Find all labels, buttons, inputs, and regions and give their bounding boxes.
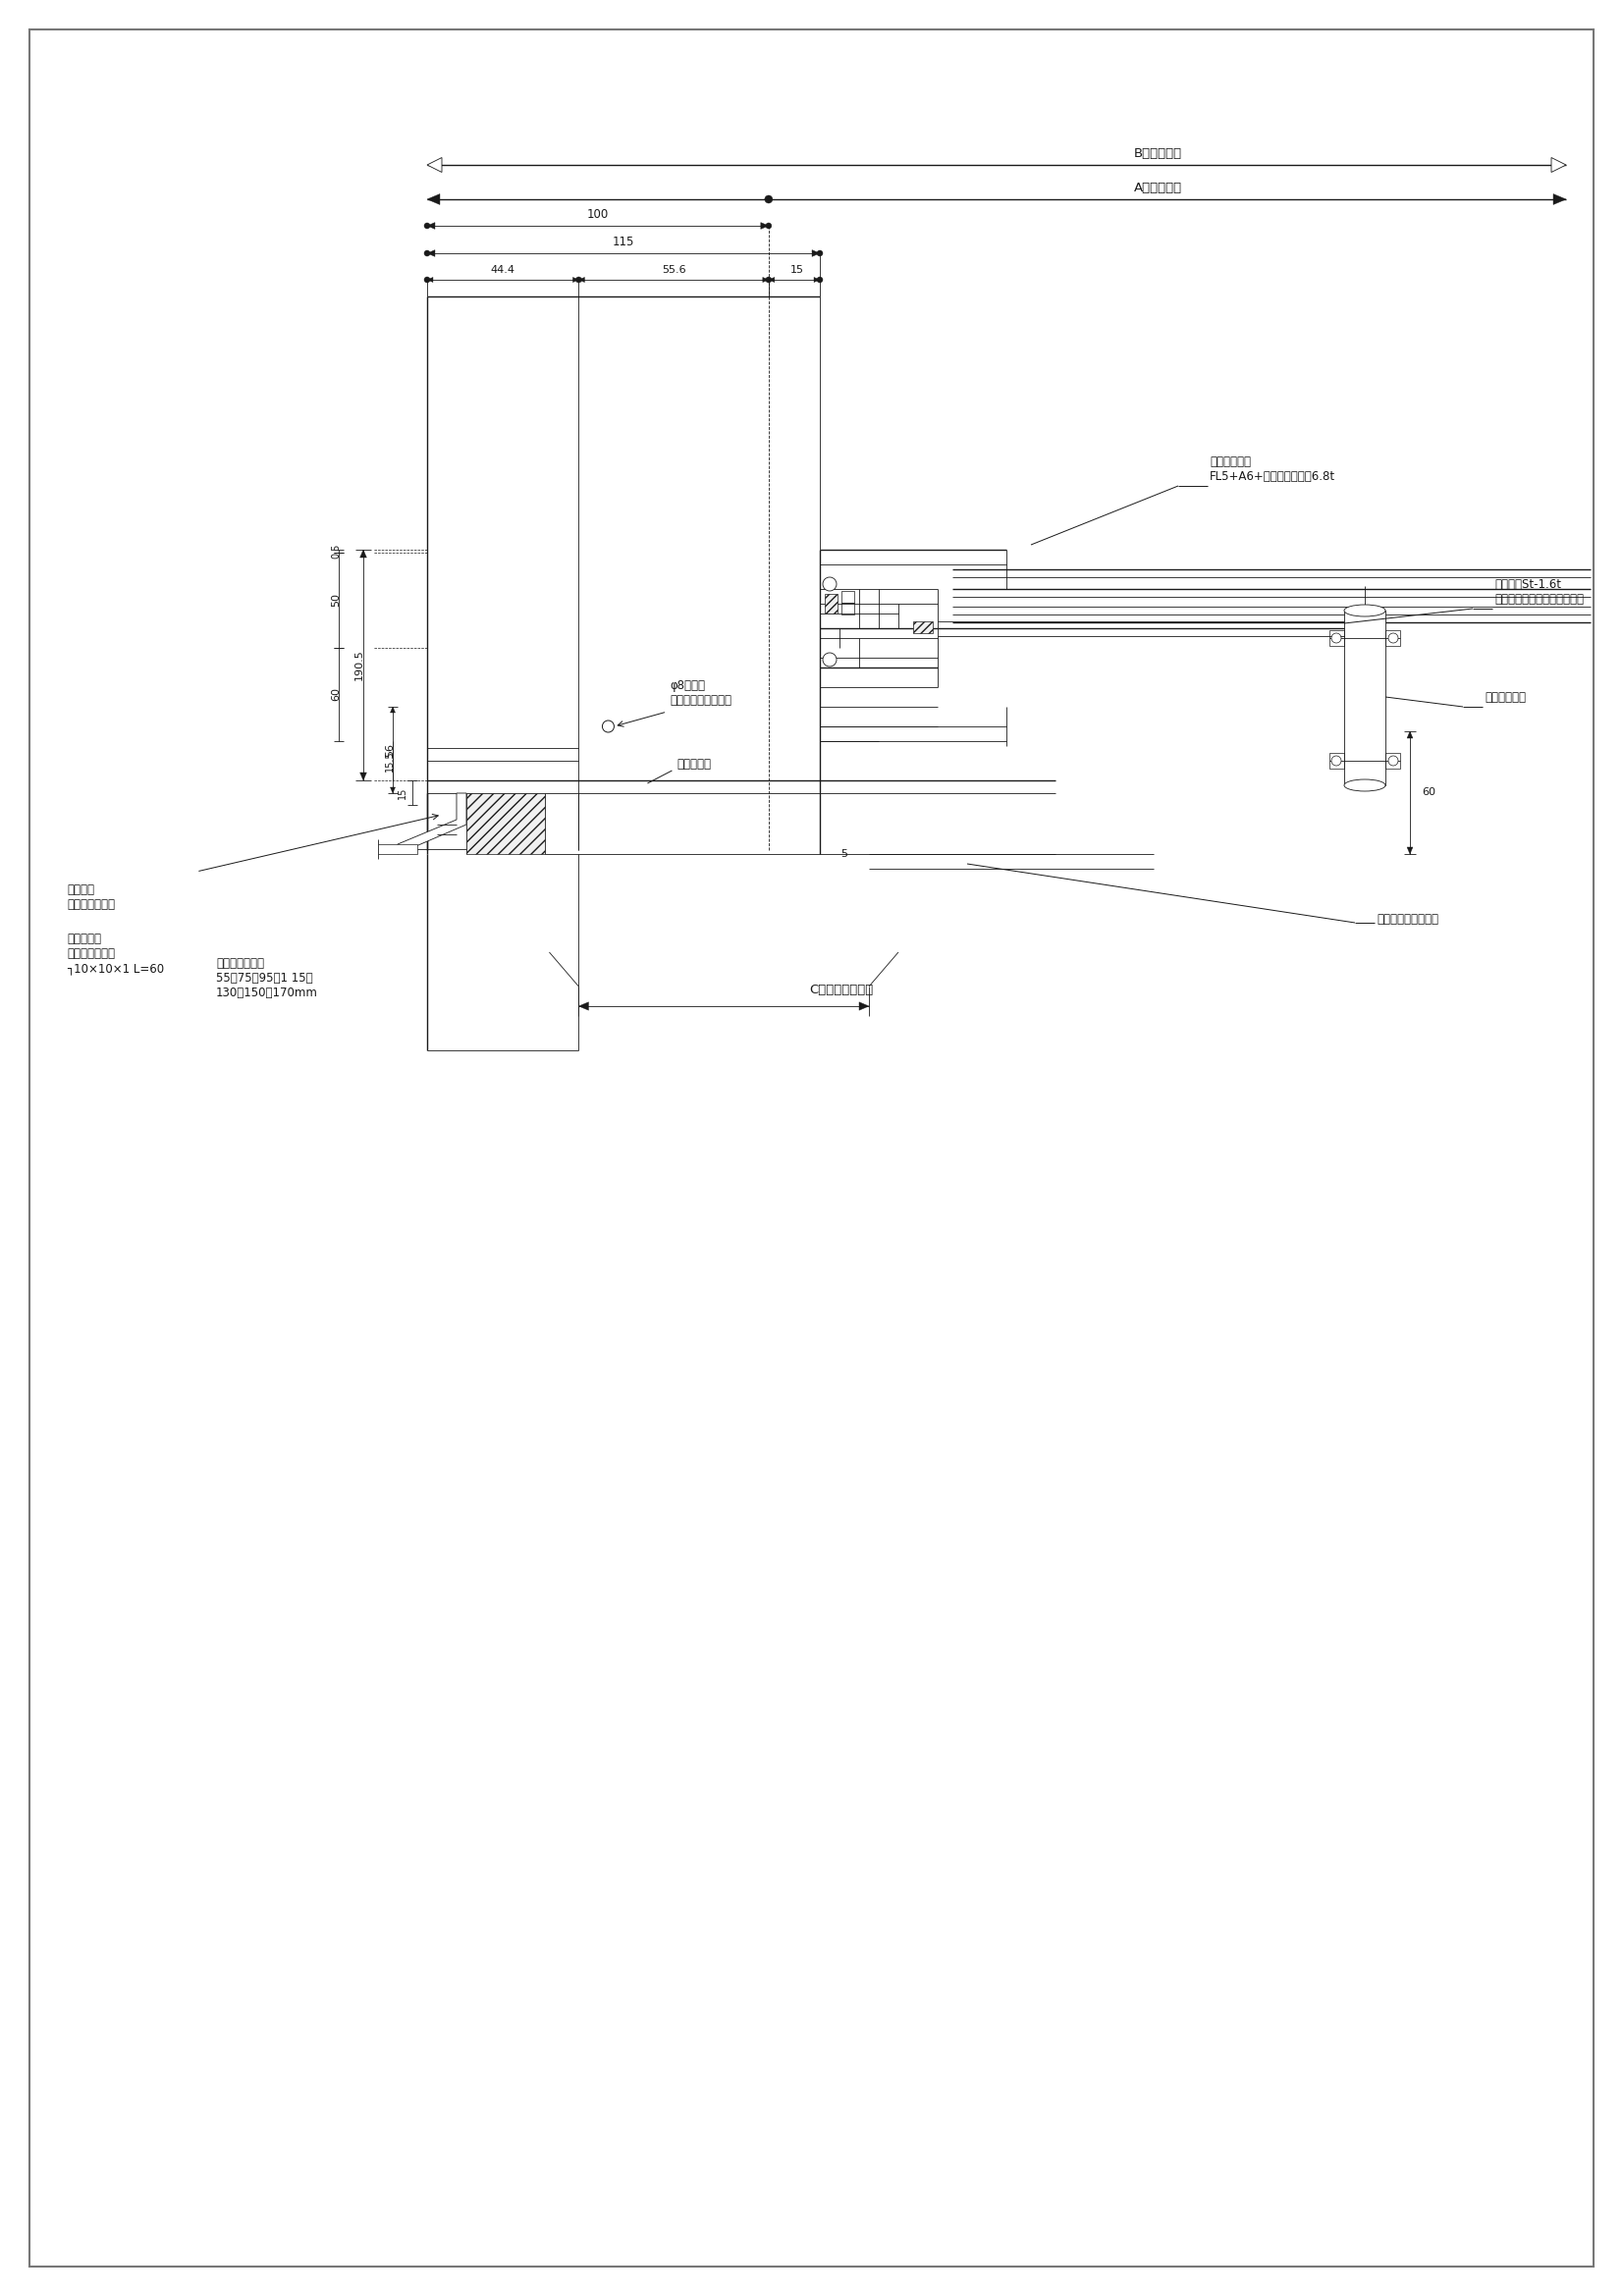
Text: A：呢称寸法: A：呢称寸法 — [1134, 181, 1182, 195]
Text: 50: 50 — [331, 592, 341, 606]
Text: 190.5: 190.5 — [354, 650, 364, 680]
Text: 5: 5 — [841, 850, 847, 859]
Polygon shape — [579, 278, 584, 282]
Polygon shape — [466, 792, 545, 854]
Polygon shape — [761, 223, 769, 230]
Polygon shape — [427, 250, 435, 257]
Polygon shape — [1407, 732, 1414, 739]
Circle shape — [1388, 755, 1397, 765]
Circle shape — [1388, 634, 1397, 643]
Circle shape — [816, 278, 823, 282]
Text: 0.5: 0.5 — [331, 544, 341, 558]
Text: 耐火材：St-1.6t
（高耀食性溶融メッキ銅板）: 耐火材：St-1.6t （高耀食性溶融メッキ銅板） — [1495, 579, 1584, 606]
Polygon shape — [812, 250, 820, 257]
Polygon shape — [360, 549, 367, 558]
Polygon shape — [859, 1001, 868, 1010]
Polygon shape — [1553, 193, 1566, 204]
Polygon shape — [1344, 611, 1386, 785]
Text: 複層ガラス：
FL5+A6+網入型板ガラス6.8t: 複層ガラス： FL5+A6+網入型板ガラス6.8t — [1209, 455, 1336, 482]
Polygon shape — [815, 278, 820, 282]
Polygon shape — [390, 707, 396, 712]
Polygon shape — [763, 278, 769, 282]
Text: 100: 100 — [588, 209, 609, 220]
Circle shape — [1331, 755, 1341, 765]
Text: φ8稴加工
裏面バッフル材付き: φ8稴加工 裏面バッフル材付き — [670, 680, 732, 707]
Polygon shape — [378, 845, 417, 854]
Text: 仕上材（別途工事）: 仕上材（別途工事） — [1376, 914, 1438, 925]
Text: 15.5: 15.5 — [385, 751, 394, 771]
Text: シーリング: シーリング — [677, 758, 711, 771]
Text: ガスダンパー: ガスダンパー — [1485, 691, 1526, 705]
Circle shape — [816, 250, 823, 257]
Circle shape — [424, 278, 430, 282]
Text: B：外形寸法: B：外形寸法 — [1134, 147, 1182, 161]
Polygon shape — [573, 278, 579, 282]
Circle shape — [766, 278, 771, 282]
Polygon shape — [427, 223, 435, 230]
Polygon shape — [769, 278, 774, 282]
Polygon shape — [398, 792, 466, 854]
Text: 56: 56 — [385, 744, 394, 758]
Polygon shape — [824, 595, 837, 613]
Circle shape — [576, 278, 581, 282]
Ellipse shape — [1344, 778, 1386, 792]
Polygon shape — [427, 158, 441, 172]
Circle shape — [823, 652, 836, 666]
Circle shape — [424, 250, 430, 257]
Ellipse shape — [1344, 604, 1386, 615]
Text: 115: 115 — [612, 236, 635, 248]
Circle shape — [764, 195, 773, 202]
Text: C：仕上開口寸法: C：仕上開口寸法 — [810, 983, 873, 996]
Polygon shape — [914, 622, 933, 634]
Text: 44.4: 44.4 — [490, 264, 514, 276]
Polygon shape — [1407, 847, 1414, 854]
Text: 規格水切寸法は
55　75　95、1 15、
130、150、170mm: 規格水切寸法は 55 75 95、1 15、 130、150、170mm — [216, 957, 318, 999]
Circle shape — [1331, 634, 1341, 643]
Polygon shape — [427, 193, 440, 204]
Text: 排水パイプ
（オプション）
┐10×10×1 L=60: 排水パイプ （オプション） ┐10×10×1 L=60 — [67, 932, 164, 976]
Polygon shape — [390, 788, 396, 792]
Circle shape — [823, 576, 836, 590]
Polygon shape — [579, 1001, 589, 1010]
Text: 60: 60 — [331, 687, 341, 700]
Circle shape — [602, 721, 613, 732]
Polygon shape — [427, 278, 433, 282]
Polygon shape — [360, 771, 367, 781]
Text: 15: 15 — [790, 264, 803, 276]
Text: 60: 60 — [1422, 788, 1435, 797]
Text: 55.6: 55.6 — [662, 264, 687, 276]
Text: 15: 15 — [398, 788, 407, 799]
Circle shape — [766, 223, 771, 230]
Polygon shape — [1552, 158, 1566, 172]
Circle shape — [424, 223, 430, 230]
Text: 規格水切
（オプション）: 規格水切 （オプション） — [67, 884, 115, 912]
